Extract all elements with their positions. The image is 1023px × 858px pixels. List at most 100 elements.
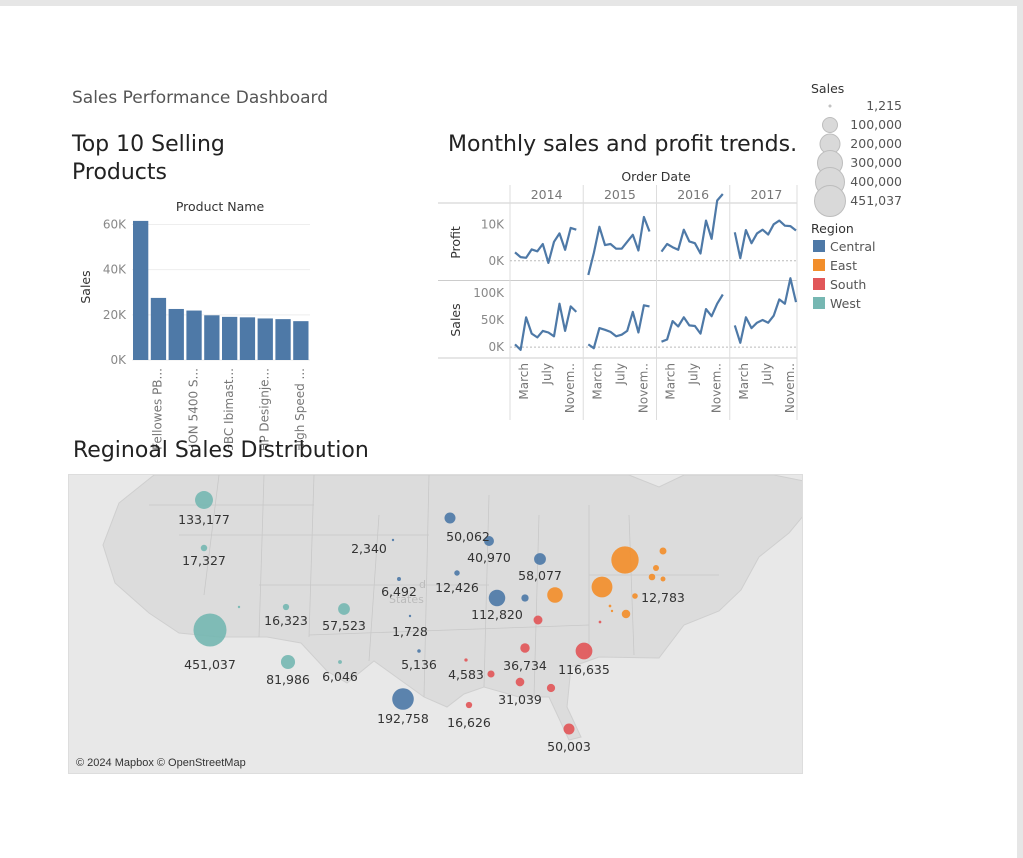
line-row-headers: Profit Sales [448,226,463,337]
color-legend[interactable]: Central East South West [813,239,876,311]
region-label[interactable]: Central [830,239,876,254]
map-dot[interactable] [563,723,575,735]
map-dot[interactable] [417,649,421,653]
line-series-segment[interactable] [514,226,577,264]
line-series-segment[interactable] [660,193,724,255]
bar-y-tick: 0K [110,353,127,367]
line-year-header: 2016 [677,187,709,202]
bar[interactable] [133,220,149,360]
map-ghost-label-1: d [419,578,426,591]
top10-bar-chart[interactable]: Product Name Sales 0K 20K 40K 60K Fellowes … [70,192,320,450]
map-dot[interactable] [280,654,296,670]
map-value-label: 50,062 [446,529,490,544]
map-dot[interactable] [591,576,613,598]
map-value-label: 2,340 [351,541,387,556]
size-legend-value: 100,000 [850,117,902,132]
map-value-label: 6,046 [322,669,358,684]
map-dot[interactable] [610,609,614,613]
map-dot[interactable] [193,613,227,647]
map-dot[interactable] [200,544,208,552]
map-dot[interactable] [534,553,546,565]
sales-map[interactable]: d States 133,177 17,327 451,037 16,323 57,52… [68,474,803,774]
map-dot[interactable] [598,620,602,624]
map-dot[interactable] [444,512,456,524]
map-dots[interactable] [193,491,667,735]
map-value-label: 57,523 [322,618,366,633]
map-dot[interactable] [533,615,543,625]
map-dot[interactable] [338,603,350,615]
map-dot[interactable] [547,587,563,603]
map-value-label: 16,323 [264,613,308,628]
map-dot[interactable] [282,603,290,611]
region-swatch[interactable] [813,297,825,309]
bar[interactable] [275,319,291,360]
map-dot[interactable] [392,688,414,710]
map-dot[interactable] [621,609,631,619]
map-dot[interactable] [488,589,506,607]
map-value-label: 6,492 [381,584,417,599]
line-series-segment[interactable] [514,302,578,351]
line-year-header: 2014 [531,187,563,202]
line-y-tick: 100K [473,286,505,300]
bar[interactable] [257,318,273,360]
top10-title-line1: Top 10 Selling [72,132,225,157]
map-dot[interactable] [575,642,593,660]
region-label[interactable]: East [830,258,857,273]
map-dot[interactable] [515,677,525,687]
line-y-ticks: 0K 10K 0K 50K 100K [473,217,505,354]
bar[interactable] [186,310,202,360]
region-swatch[interactable] [813,278,825,290]
bar[interactable] [222,316,238,360]
map-dot[interactable] [520,643,530,653]
line-series-segment[interactable] [733,219,797,260]
map-value-label: 81,986 [266,672,310,687]
map-dot[interactable] [408,614,412,618]
map-dot[interactable] [338,660,342,664]
line-series-segment[interactable] [733,277,798,344]
map-dot[interactable] [465,701,473,709]
bar[interactable] [204,315,220,360]
map-dot[interactable] [391,538,395,542]
map-dot[interactable] [660,576,666,582]
map-dot[interactable] [608,604,612,608]
map-title: Reginoal Sales Distribution [73,438,369,463]
map-canvas[interactable]: d States 133,177 17,327 451,037 16,323 57,52… [69,475,803,774]
region-label[interactable]: West [830,296,861,311]
line-series-segment[interactable] [661,293,724,343]
map-dot[interactable] [195,491,213,509]
size-legend-circle [814,185,846,217]
size-legend-value: 1,215 [866,98,902,113]
map-dot[interactable] [632,593,638,599]
map-dot[interactable] [397,577,401,581]
bar-category-labels: Fellowes PB... HON 5400 S... GBC Ibimast..… [151,368,307,450]
bar[interactable] [239,317,256,360]
map-dot[interactable] [487,670,495,678]
map-dot[interactable] [521,594,529,602]
map-dot[interactable] [484,536,494,546]
size-legend-value: 400,000 [850,174,902,189]
map-dot[interactable] [659,547,667,555]
line-series-segment[interactable] [587,215,651,276]
line-series[interactable] [514,193,798,351]
bar[interactable] [293,321,309,360]
top10-title-line2: Products [72,160,167,185]
trends-line-chart[interactable]: Order Date 2014 2015 2016 2017 ProfitSales … [438,165,810,422]
size-legend-value: 451,037 [850,193,902,208]
region-swatch[interactable] [813,259,825,271]
bar-marks[interactable] [133,220,309,360]
region-swatch[interactable] [813,240,825,252]
region-label[interactable]: South [830,277,866,292]
map-dot[interactable] [648,573,656,581]
line-month-ticks: March July Novem.. March July Novem.. March Jul… [517,363,797,413]
map-dot[interactable] [464,658,468,662]
bar-category-label: HON 5400 S... [186,368,200,450]
map-dot[interactable] [546,683,556,693]
trends-title: Monthly sales and profit trends. [448,132,798,157]
map-dot[interactable] [611,546,639,574]
map-dot[interactable] [237,605,241,609]
bar[interactable] [150,297,167,360]
map-dot[interactable] [454,570,460,576]
bar[interactable] [168,308,184,360]
line-series-segment[interactable] [587,304,650,350]
map-dot[interactable] [652,564,660,572]
